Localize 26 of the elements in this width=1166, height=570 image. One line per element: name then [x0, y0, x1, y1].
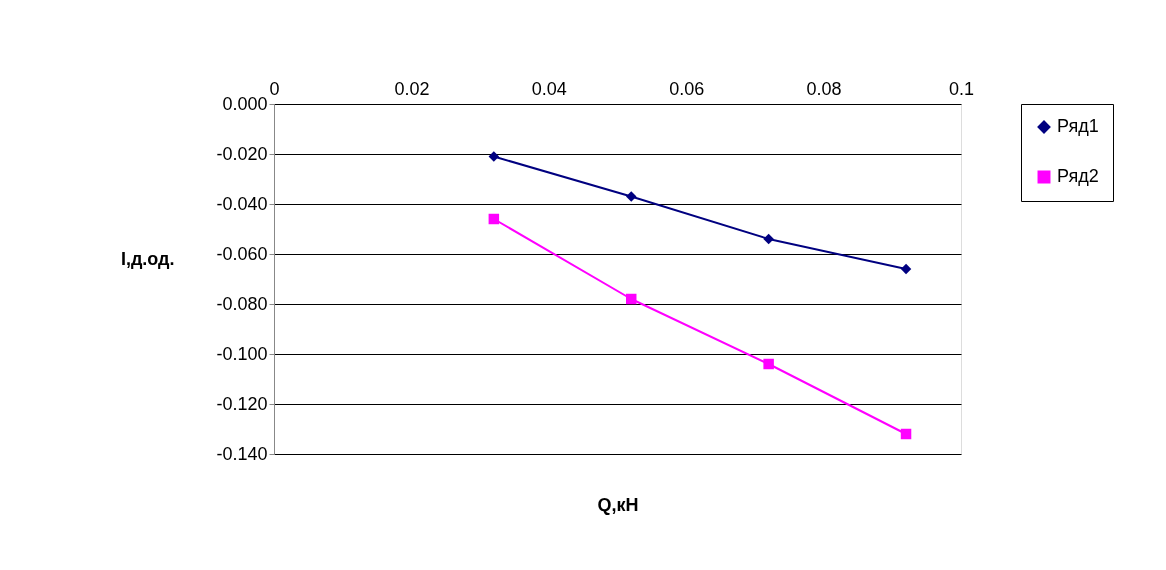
x-tick-label: 0.06 — [669, 78, 705, 99]
point — [626, 191, 637, 202]
x-axis-title: Q,кН — [597, 494, 639, 515]
point — [900, 263, 912, 275]
y-tick-label: -0.120 — [216, 393, 268, 414]
y-tick-label: -0.040 — [216, 193, 268, 214]
x-tick-label: 0.1 — [948, 78, 975, 99]
legend-label: Ряд2 — [1057, 166, 1099, 186]
y-tick-label: -0.100 — [216, 343, 268, 364]
point — [626, 293, 637, 305]
point — [488, 151, 500, 162]
y-tick-label: -0.140 — [216, 443, 268, 464]
y-tick-label: -0.060 — [216, 243, 268, 264]
x-tick-label: 0.08 — [806, 78, 842, 99]
point — [763, 358, 774, 370]
x-tick-label: 0.02 — [394, 78, 430, 99]
point — [763, 233, 774, 245]
x-tick-label: 0 — [269, 78, 280, 99]
point — [488, 213, 500, 225]
x-tick-label: 0.04 — [531, 78, 567, 99]
y-tick-label: -0.080 — [216, 293, 268, 314]
y-tick-label: 0.000 — [222, 93, 268, 114]
y-axis-title: I,д.од. — [120, 249, 175, 269]
legend-label: Ряд1 — [1057, 116, 1099, 136]
point — [900, 428, 912, 440]
y-tick-label: -0.020 — [216, 143, 268, 164]
